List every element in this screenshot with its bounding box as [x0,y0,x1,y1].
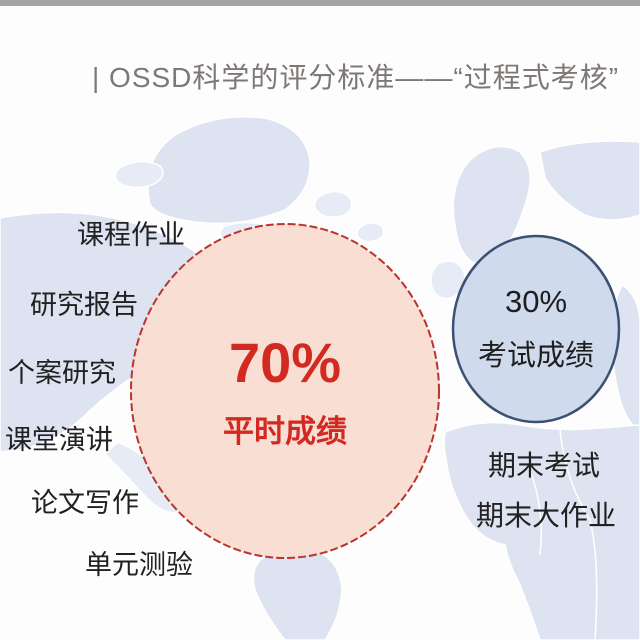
map-island [313,190,353,218]
map-island [356,222,385,243]
exam-item-final-project: 期末大作业 [476,500,617,531]
map-greenland [147,116,311,225]
coursework-item-assignments: 课程作业 [77,220,185,250]
coursework-item-unit-test: 单元测验 [85,550,193,580]
top-bar [0,0,640,6]
map-country-borders [529,429,598,640]
coursework-item-class-presentation: 课堂演讲 [5,425,113,455]
coursework-label: 平时成绩 [223,414,347,449]
exam-percent: 30% [504,284,568,319]
exam-circle [451,234,621,424]
coursework-percent: 70% [228,331,342,394]
map-africa [443,421,640,640]
coursework-item-essay-writing: 论文写作 [31,488,139,518]
exam-label: 考试成绩 [477,340,594,372]
page-title: | OSSD科学的评分标准——“过程式考核” [92,62,620,93]
coursework-item-research-report: 研究报告 [30,290,138,320]
map-south-america [252,546,343,640]
exam-item-final-exam: 期末考试 [488,450,601,481]
map-europe [452,145,531,265]
map-island [114,160,164,189]
map-asia [539,140,640,221]
coursework-item-case-study: 个案研究 [8,358,116,388]
coursework-circle [130,223,440,559]
